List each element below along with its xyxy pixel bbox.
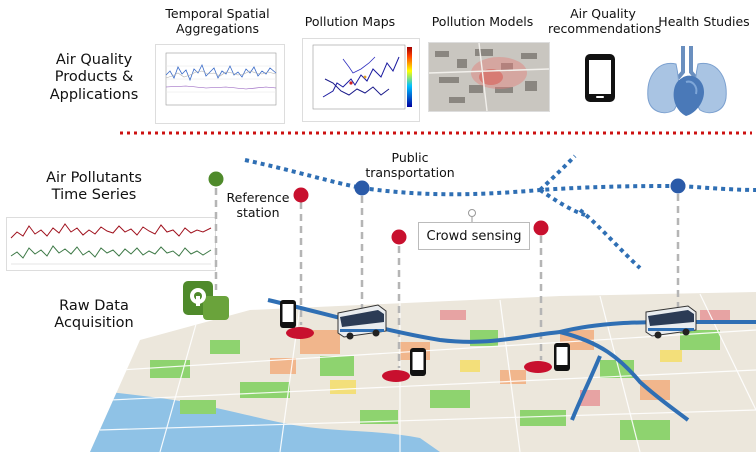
smartphone-icon bbox=[585, 54, 615, 102]
sky-route-branch-mid bbox=[538, 188, 586, 217]
row-label-raw: Raw Data Acquisition bbox=[54, 298, 134, 332]
reference-station-icon bbox=[183, 281, 229, 320]
product-recommendations-title: Air Quality recommendations bbox=[548, 6, 662, 36]
reference-station-label: Reference station bbox=[226, 190, 290, 220]
smartphone-icon bbox=[554, 343, 570, 371]
bus-node bbox=[670, 178, 686, 194]
sky-route-branch-north bbox=[538, 154, 577, 192]
ground-sensor-ellipse bbox=[524, 361, 552, 373]
public-transportation-label: Public transportation bbox=[365, 150, 455, 180]
sensor-node bbox=[533, 220, 549, 236]
time-series-thumbnail bbox=[6, 217, 216, 271]
bus-icon bbox=[645, 305, 697, 339]
temporal-aggregation-thumbnail bbox=[155, 44, 285, 124]
row-label-timeseries: Air Pollutants Time Series bbox=[46, 170, 142, 204]
dotted-separator bbox=[120, 131, 752, 135]
crowd-sensing-label: Crowd sensing bbox=[426, 228, 522, 244]
pollution-map-thumbnail bbox=[302, 38, 420, 122]
sensor-node bbox=[391, 229, 407, 245]
ground-sensor-ellipse bbox=[286, 327, 314, 339]
sky-route-branch-south bbox=[578, 208, 642, 270]
product-maps-title: Pollution Maps bbox=[304, 14, 396, 29]
sensor-node bbox=[293, 187, 309, 203]
sky-route-main bbox=[244, 158, 756, 197]
smartphone-icon bbox=[280, 300, 296, 328]
crowd-sensing-box: Crowd sensing bbox=[418, 222, 530, 250]
pollution-model-thumbnail bbox=[428, 42, 550, 112]
lungs-heart-icon bbox=[647, 46, 727, 116]
bus-node bbox=[354, 180, 370, 196]
bus-icon bbox=[337, 304, 387, 340]
reference-station-node bbox=[208, 171, 224, 187]
ground-sensor-ellipse bbox=[382, 370, 410, 382]
product-models-title: Pollution Models bbox=[431, 14, 534, 29]
product-health-title: Health Studies bbox=[658, 14, 750, 29]
product-temporal-title: Temporal Spatial Aggregations bbox=[165, 6, 270, 36]
row-label-products: Air Quality Products & Applications bbox=[49, 52, 139, 103]
smartphone-icon bbox=[410, 348, 426, 376]
